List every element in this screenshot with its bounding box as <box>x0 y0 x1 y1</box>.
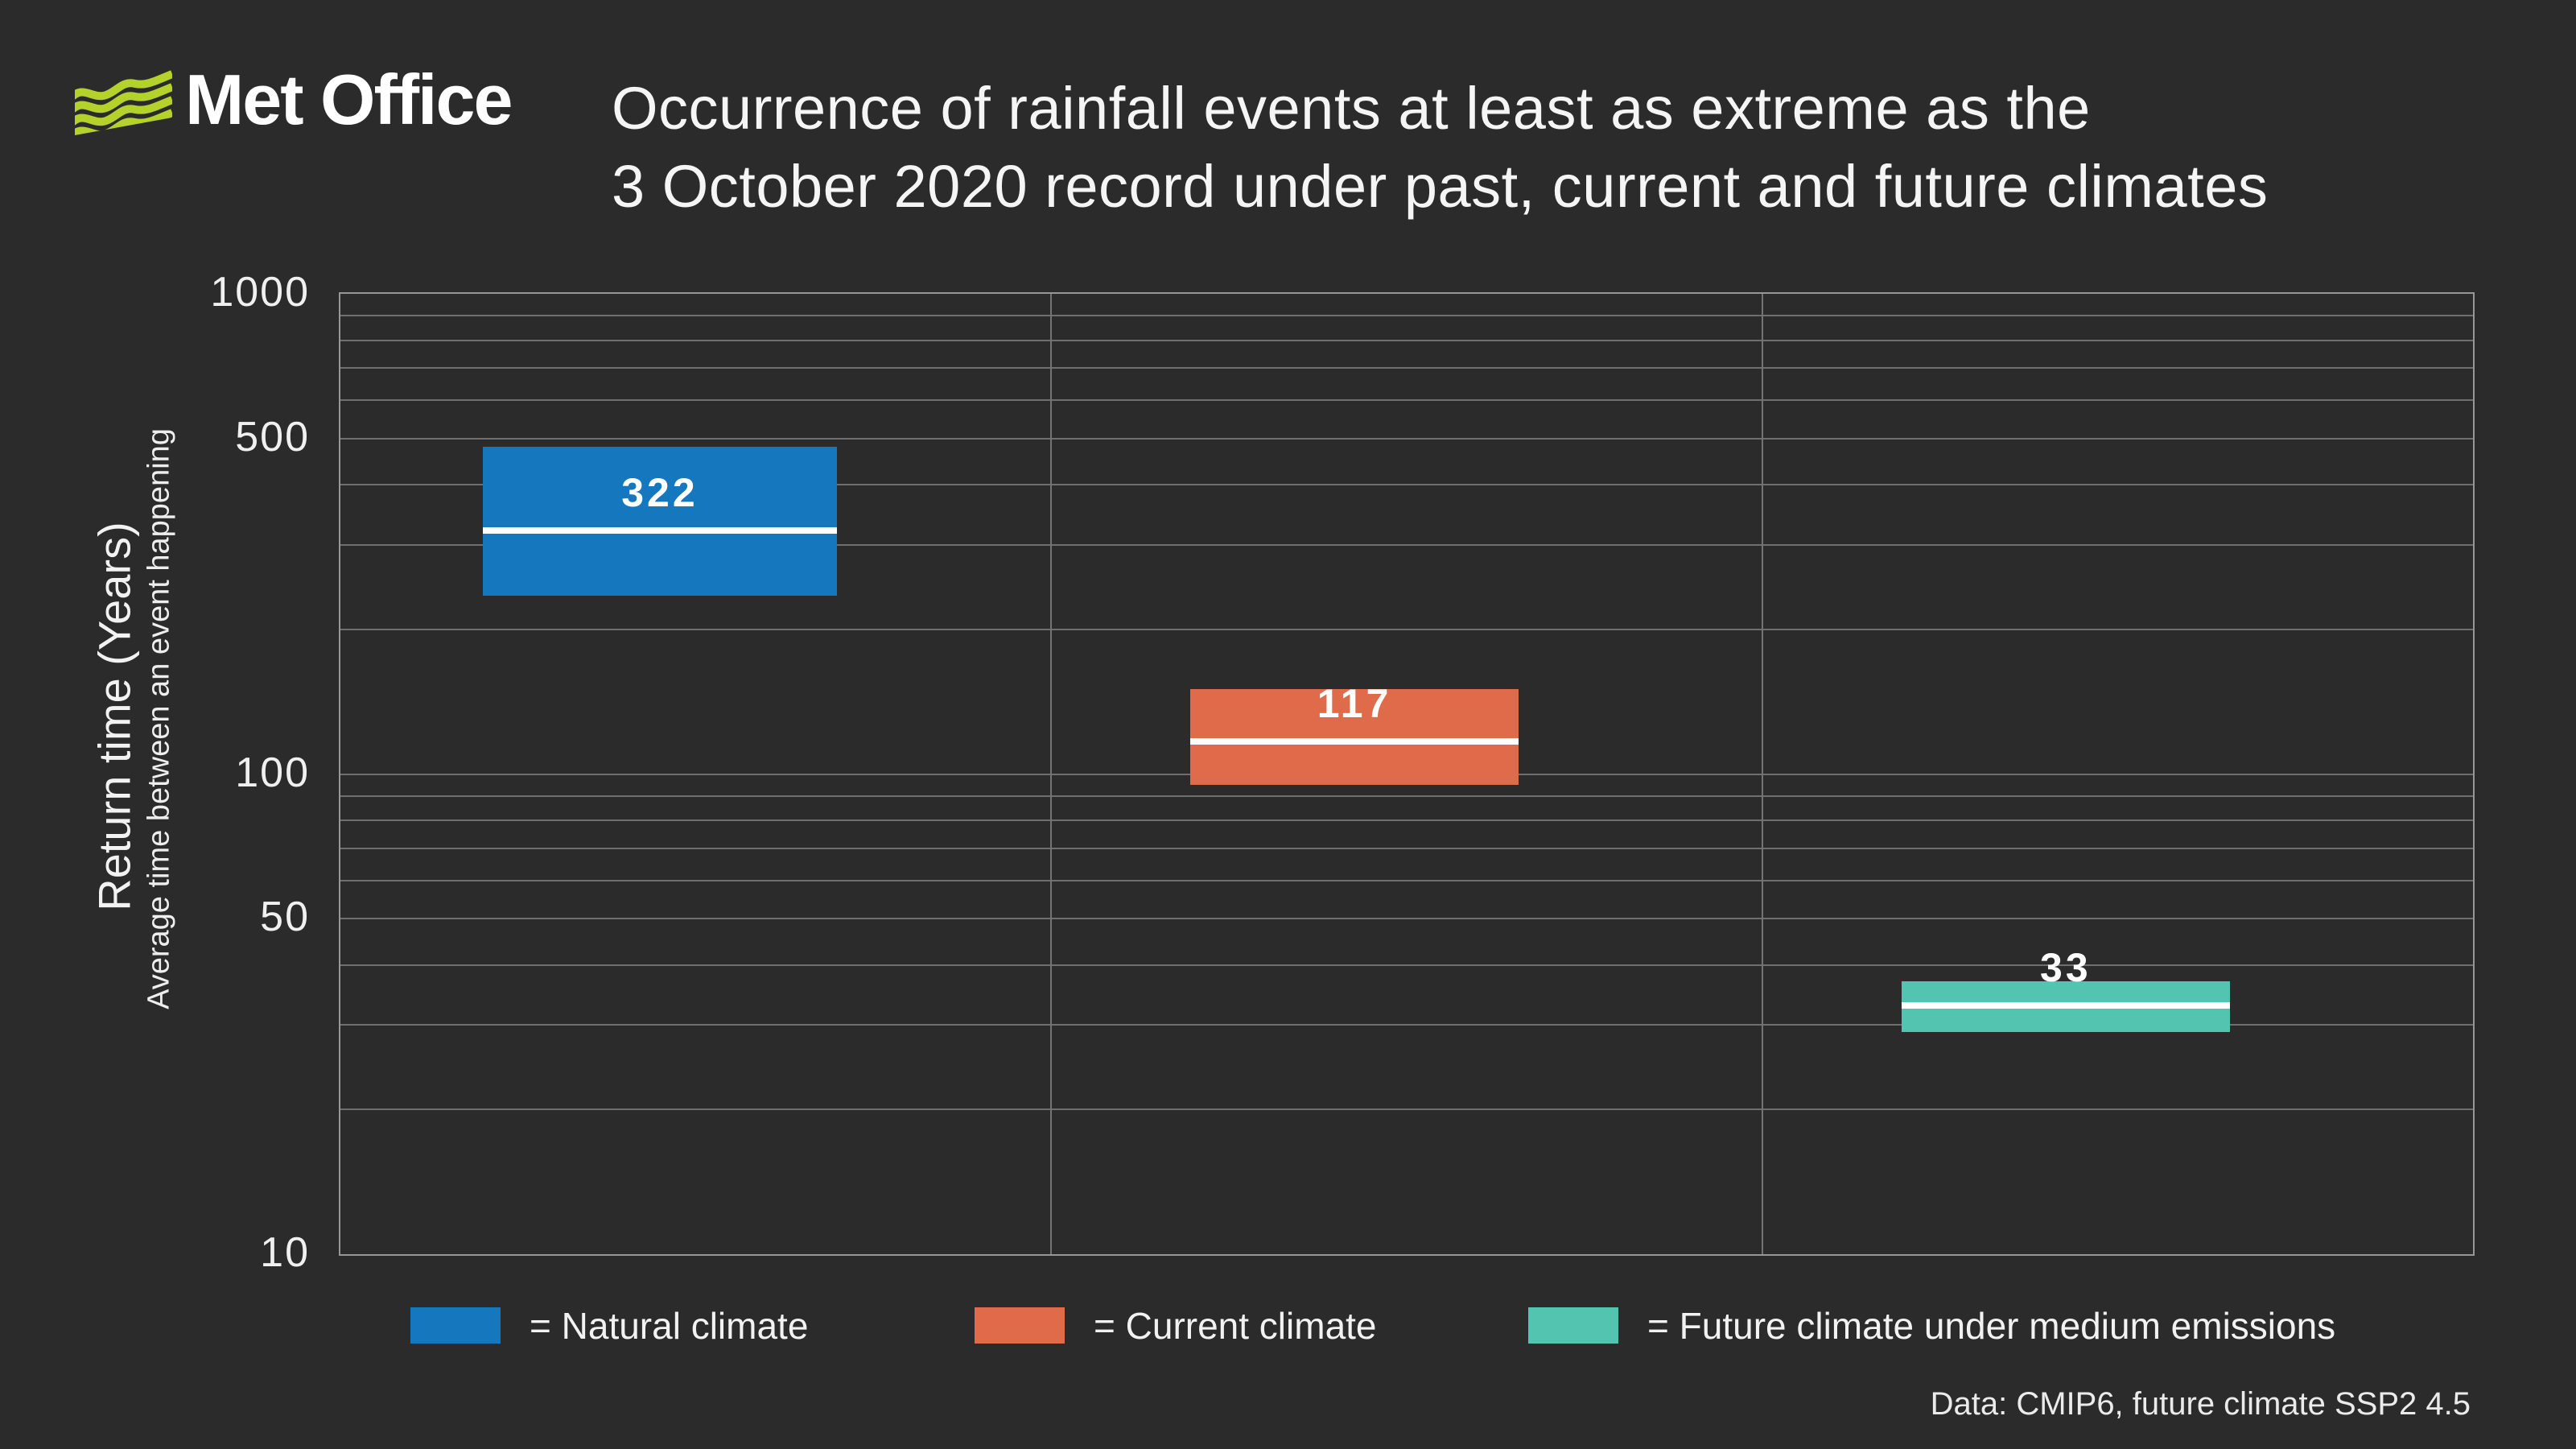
v-gridline-2 <box>1761 294 1763 1254</box>
y-tick-50: 50 <box>260 894 310 941</box>
legend-swatch-2 <box>975 1307 1065 1344</box>
bar-natural-climate <box>483 447 837 597</box>
logo-waves-icon <box>75 70 172 135</box>
bar-current-climate <box>1190 689 1519 785</box>
h-gridline-40 <box>340 964 2473 966</box>
h-gridline-300 <box>340 543 2473 546</box>
legend-label-3: = Future climate under medium emissions <box>1647 1304 2336 1347</box>
bar-median-line-current-climate <box>1190 737 1519 745</box>
bar-future-climate-under-medium-emissions <box>1901 981 2230 1033</box>
y-tick-10: 10 <box>260 1229 310 1276</box>
legend-label-1: = Natural climate <box>530 1304 809 1347</box>
h-gridline-90 <box>340 795 2473 797</box>
legend-swatch-3 <box>1528 1307 1618 1344</box>
bar-value-label-current-climate: 117 <box>1317 680 1392 726</box>
h-gridline-200 <box>340 628 2473 630</box>
plot-area: 322 117 33 <box>339 292 2475 1256</box>
h-gridline-600 <box>340 399 2473 402</box>
h-gridline-700 <box>340 367 2473 369</box>
y-tick-1000: 1000 <box>210 269 310 316</box>
bar-value-label-natural-climate: 322 <box>621 469 699 515</box>
h-gridline-20 <box>340 1108 2473 1111</box>
legend-swatch-1 <box>410 1307 501 1344</box>
h-gridline-30 <box>340 1024 2473 1026</box>
h-gridline-60 <box>340 879 2473 881</box>
bar-median-line-natural-climate <box>483 526 837 534</box>
y-axis-label: Return time (Years) <box>89 522 140 911</box>
bar-median-line-future-climate-under-medium-emissions <box>1901 1001 2230 1009</box>
y-tick-100: 100 <box>235 749 310 796</box>
h-gridline-900 <box>340 315 2473 317</box>
v-gridline-1 <box>1050 294 1053 1254</box>
y-tick-500: 500 <box>235 413 310 460</box>
logo-wordmark: Met Office <box>185 60 513 139</box>
legend-label-2: = Current climate <box>1094 1304 1377 1347</box>
h-gridline-50 <box>340 918 2473 920</box>
chart-title: Occurrence of rainfall events at least a… <box>612 69 2268 225</box>
chart-title-line-1: Occurrence of rainfall events at least a… <box>612 75 2091 142</box>
h-gridline-500 <box>340 437 2473 440</box>
bar-value-label-future-climate-under-medium-emissions: 33 <box>2040 944 2092 990</box>
h-gridline-80 <box>340 819 2473 822</box>
data-source-note: Data: CMIP6, future climate SSP2 4.5 <box>1930 1386 2471 1422</box>
chart-title-line-2: 3 October 2020 record under past, curren… <box>612 153 2269 220</box>
h-gridline-70 <box>340 847 2473 849</box>
h-gridline-400 <box>340 484 2473 486</box>
h-gridline-800 <box>340 339 2473 341</box>
